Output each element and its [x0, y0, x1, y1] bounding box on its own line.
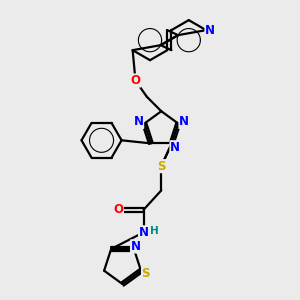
Text: S: S — [157, 160, 166, 173]
Text: N: N — [205, 24, 215, 37]
Text: H: H — [151, 226, 159, 236]
Text: N: N — [134, 116, 144, 128]
Text: S: S — [142, 267, 150, 280]
Text: N: N — [139, 226, 148, 239]
Text: N: N — [179, 116, 189, 128]
Text: N: N — [170, 141, 180, 154]
Text: O: O — [113, 203, 123, 216]
Text: N: N — [130, 240, 140, 253]
Text: O: O — [130, 74, 140, 87]
